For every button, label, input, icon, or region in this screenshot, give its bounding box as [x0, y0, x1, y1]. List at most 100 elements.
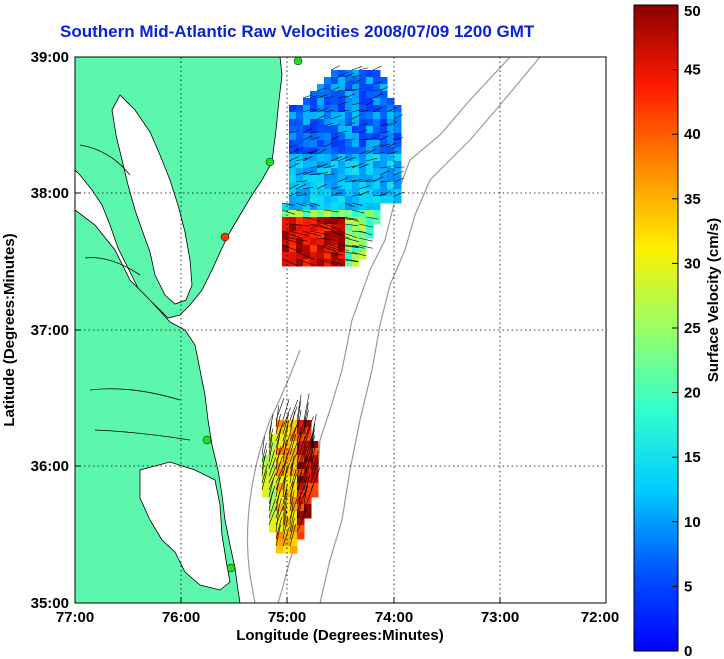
velocity-vector	[288, 183, 300, 190]
isobath-contour-outer	[319, 57, 541, 603]
velocity-vector	[323, 122, 334, 127]
velocity-cell	[359, 91, 367, 99]
velocity-cell	[345, 175, 353, 183]
velocity-vector	[372, 176, 384, 183]
velocity-cell	[289, 224, 297, 232]
velocity-cell	[290, 427, 298, 435]
velocity-cell	[290, 525, 298, 533]
velocity-vector	[344, 165, 357, 169]
velocity-vector	[302, 124, 313, 127]
velocity-vector	[261, 436, 265, 456]
y-axis-label: Latitude (Degrees:Minutes)	[1, 233, 18, 426]
velocity-cell	[296, 259, 304, 267]
velocity-cell	[366, 105, 374, 113]
isobath-contour-shelf	[246, 349, 301, 603]
velocity-cell	[331, 217, 339, 225]
velocity-cell	[359, 245, 367, 253]
velocity-vector	[351, 79, 362, 85]
velocity-cell	[317, 175, 325, 183]
velocity-cell	[387, 119, 395, 127]
velocity-cell	[289, 175, 297, 183]
velocity-cell	[359, 210, 367, 218]
velocity-vector	[296, 501, 302, 526]
velocity-cell	[289, 259, 297, 267]
velocity-cell	[352, 161, 360, 169]
velocity-cell	[366, 168, 374, 176]
velocity-vector	[295, 157, 308, 162]
velocity-vector	[351, 163, 363, 169]
velocity-cell	[331, 147, 339, 155]
velocity-cell	[290, 539, 298, 547]
velocity-vector	[288, 223, 310, 227]
velocity-cell	[380, 77, 388, 85]
velocity-cell	[345, 140, 353, 148]
velocity-cell	[373, 126, 381, 134]
radar-site-marker	[202, 435, 212, 445]
velocity-vector	[330, 156, 342, 162]
velocity-cell	[373, 161, 381, 169]
velocity-vector	[289, 502, 294, 526]
velocity-cell	[352, 203, 360, 211]
velocity-vector	[268, 428, 273, 449]
velocity-cell	[373, 112, 381, 120]
velocity-vector	[289, 441, 298, 463]
velocity-vector	[282, 433, 291, 456]
velocity-cell	[359, 224, 367, 232]
velocity-cell	[304, 441, 312, 449]
velocity-cell	[338, 168, 346, 176]
velocity-cell	[289, 147, 297, 155]
velocity-vector	[379, 143, 390, 148]
velocity-cell	[296, 140, 304, 148]
velocity-vector	[275, 405, 279, 428]
velocity-cell	[352, 105, 360, 113]
velocity-vector	[351, 193, 363, 197]
velocity-cell	[303, 105, 311, 113]
velocity-cell	[373, 133, 381, 141]
velocity-vector	[330, 86, 340, 92]
velocity-cell	[359, 203, 367, 211]
velocity-vector	[316, 148, 327, 155]
velocity-vector	[282, 419, 290, 442]
velocity-cell	[366, 77, 374, 85]
velocity-vector	[281, 230, 302, 239]
velocity-cell	[352, 245, 360, 253]
colorbar-tick-label: 30	[684, 255, 701, 272]
velocity-cell	[303, 252, 311, 260]
velocity-cell	[359, 182, 367, 190]
map-title: Southern Mid-Atlantic Raw Velocities 200…	[60, 22, 535, 41]
velocity-cell	[304, 511, 312, 519]
velocity-cell	[283, 420, 291, 428]
x-tick-label: 77:00	[56, 609, 94, 626]
velocity-vector	[282, 455, 288, 477]
velocity-cell	[380, 168, 388, 176]
velocity-cell	[283, 525, 291, 533]
velocity-cell	[317, 252, 325, 260]
radar-site-marker	[293, 56, 303, 66]
velocity-vector	[344, 138, 355, 141]
velocity-vector	[302, 186, 314, 190]
velocity-vector	[310, 467, 321, 491]
velocity-cell	[373, 91, 381, 99]
velocity-cell	[296, 189, 304, 197]
x-tick-label: 72:00	[581, 609, 619, 626]
velocity-cell	[394, 147, 402, 155]
velocity-cell	[366, 175, 374, 183]
velocity-cell	[276, 448, 284, 456]
velocity-cell	[324, 84, 332, 92]
velocity-vector	[275, 441, 286, 463]
velocity-cell	[310, 196, 318, 204]
velocity-vector	[282, 504, 287, 526]
velocity-cell	[394, 112, 402, 120]
velocity-vector	[330, 135, 340, 141]
velocity-cell	[276, 441, 284, 449]
velocity-vector	[358, 190, 370, 197]
velocity-vector	[358, 230, 373, 236]
velocity-cell	[359, 105, 367, 113]
radar-site-marker	[220, 232, 230, 242]
velocity-cell	[311, 483, 319, 491]
velocity-vector	[302, 151, 314, 155]
velocity-cell	[331, 238, 339, 246]
velocity-cell	[366, 133, 374, 141]
